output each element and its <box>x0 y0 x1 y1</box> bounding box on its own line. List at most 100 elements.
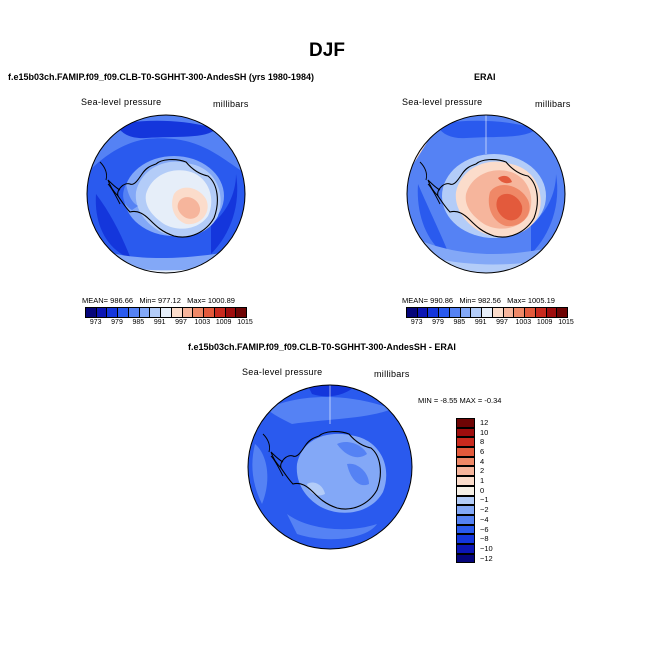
erai-max-label: Max= <box>507 296 526 305</box>
diff-colorbar-box <box>456 524 475 535</box>
erai-colorbar-box <box>503 308 515 317</box>
erai-colorbar-tick-label: 997 <box>496 319 508 326</box>
model-colorbar-ticks: 973 979 985 991 997 1003 1009 1015 <box>85 319 253 329</box>
erai-polar-map <box>406 114 566 274</box>
erai-max-value: 1005.19 <box>527 296 555 305</box>
model-colorbar-box <box>225 308 237 317</box>
model-plateau-max <box>177 197 201 219</box>
model-colorbar-box <box>139 308 151 317</box>
erai-colorbar-box <box>525 308 536 317</box>
diff-colorbar-box <box>456 437 475 448</box>
diff-colorbar-box <box>456 553 475 564</box>
erai-colorbar-ticks: 973 979 985 991 997 1003 1009 1015 <box>406 319 574 329</box>
diff-colorbar-tick-label: −8 <box>480 534 489 544</box>
erai-colorbar-box <box>449 308 461 317</box>
erai-colorbar-box <box>417 308 429 317</box>
erai-colorbar-box <box>492 308 504 317</box>
diff-variable-label: Sea-level pressure <box>242 367 323 377</box>
model-colorbar-tick-label: 1003 <box>194 319 211 326</box>
diff-polar-map <box>247 384 413 550</box>
erai-mean-label: MEAN= <box>402 296 429 305</box>
model-colorbar-box <box>193 308 205 317</box>
diff-colorbar-tick-label: 6 <box>480 446 485 456</box>
erai-colorbar-box <box>428 308 440 317</box>
erai-colorbar-box <box>546 308 558 317</box>
erai-colorbar-box <box>535 308 547 317</box>
diff-colorbar-tick-label: 0 <box>480 485 485 495</box>
model-low-north <box>116 120 216 139</box>
erai-colorbar-tick-label: 1015 <box>558 319 574 326</box>
erai-panel-title: ERAI <box>474 72 496 82</box>
diff-colorbar-box <box>456 466 475 477</box>
diff-north-patch <box>267 396 392 424</box>
diff-colorbar-tick-label: −10 <box>480 543 493 553</box>
model-panel-title: f.e15b03ch.FAMIP.f09_f09.CLB-T0-SGHHT-30… <box>8 72 314 82</box>
model-max-label: Max= <box>187 296 206 305</box>
diff-south-america-line <box>262 433 284 477</box>
diff-colorbar-box <box>456 534 475 544</box>
model-colorbar-box <box>118 308 129 317</box>
model-colorbar-box <box>96 308 108 317</box>
model-stats: MEAN= 986.66 Min= 977.12 Max= 1000.89 <box>82 296 235 305</box>
erai-colorbar-box <box>557 308 568 317</box>
model-min-label: Min= <box>139 296 156 305</box>
diff-colorbar-box <box>456 514 475 525</box>
diff-colorbar-box <box>456 543 475 554</box>
model-peninsula-line <box>107 179 121 197</box>
diff-south-patch <box>287 514 377 540</box>
diff-colorbar-tick-label: 1 <box>480 476 485 486</box>
erai-mean-value: 990.86 <box>430 296 454 305</box>
model-polar-map <box>86 114 246 274</box>
model-min-value: 977.12 <box>157 296 181 305</box>
erai-plateau-max <box>496 193 523 221</box>
model-colorbar-box <box>204 308 215 317</box>
diff-colorbar-box <box>456 456 475 467</box>
model-colorbar-tick-label: 985 <box>132 319 145 326</box>
diff-colorbar-tick-label: 8 <box>480 437 485 447</box>
diff-colorbar-tick-label: −6 <box>480 524 489 534</box>
model-low-west <box>95 194 131 259</box>
diff-min-label: MIN = <box>418 396 439 405</box>
diff-colorbar-ticks: 12 10 8 6 4 2 1 0 −1 −2 −4 −6 −8 −10 −12 <box>480 418 510 564</box>
erai-colorbar-tick-label: 1003 <box>515 319 532 326</box>
diff-colorbar-tick-label: −12 <box>480 553 493 563</box>
diff-colorbar-tick-label: 4 <box>480 456 485 466</box>
diff-ross-patch <box>307 482 325 496</box>
erai-min-value: 982.56 <box>477 296 501 305</box>
model-colorbar-box <box>86 308 97 317</box>
diff-colorbar-box <box>456 485 475 496</box>
model-colorbar-box <box>236 308 247 317</box>
model-colorbar-box <box>171 308 183 317</box>
model-colorbar-box <box>214 308 226 317</box>
diff-colorbar-tick-label: 2 <box>480 466 485 476</box>
erai-colorbar-box <box>471 308 483 317</box>
model-colorbar-box <box>128 308 140 317</box>
diff-panel-title: f.e15b03ch.FAMIP.f09_f09.CLB-T0-SGHHT-30… <box>188 342 456 352</box>
model-coastline <box>117 159 218 238</box>
erai-colorbar-box <box>407 308 418 317</box>
model-colorbar-tick-label: 973 <box>89 319 102 326</box>
model-colorbar-tick-label: 1015 <box>237 319 253 326</box>
model-colorbar-tick-label: 991 <box>153 319 166 326</box>
erai-colorbar <box>406 307 568 318</box>
erai-colorbar-box <box>460 308 472 317</box>
diff-colorbar-tick-label: 10 <box>480 427 489 437</box>
model-max-value: 1000.89 <box>207 296 235 305</box>
diff-plateau-low-2 <box>347 463 369 486</box>
model-colorbar-box <box>150 308 162 317</box>
model-colorbar-tick-label: 1009 <box>215 319 232 326</box>
diff-colorbar <box>456 418 475 564</box>
diff-colorbar-box <box>456 427 475 438</box>
model-colorbar-box <box>107 308 119 317</box>
erai-low-east <box>531 174 558 254</box>
diff-units-label: millibars <box>374 369 410 379</box>
diff-min-value: -8.55 <box>440 396 458 405</box>
erai-units-label: millibars <box>535 99 571 109</box>
model-mean-label: MEAN= <box>82 296 109 305</box>
diff-colorbar-box <box>456 418 475 428</box>
diff-plateau-low <box>337 442 367 458</box>
erai-stats: MEAN= 990.86 Min= 982.56 Max= 1005.19 <box>402 296 555 305</box>
erai-plateau-max-2 <box>498 175 512 184</box>
model-colorbar-box <box>182 308 194 317</box>
figure-title: DJF <box>309 40 345 61</box>
